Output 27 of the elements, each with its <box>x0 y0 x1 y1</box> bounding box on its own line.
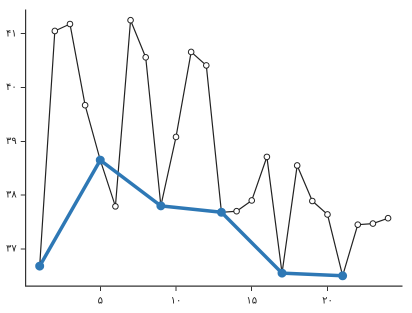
point <box>294 162 300 169</box>
point <box>264 154 270 160</box>
point <box>384 214 392 222</box>
x-tick-label: ۱۵ <box>246 296 258 307</box>
y-tick-label: ۳۹ <box>6 136 17 147</box>
point <box>233 208 240 215</box>
point <box>172 134 180 140</box>
x-tick-label: ۲۰ <box>322 296 333 307</box>
point <box>82 102 88 109</box>
point <box>354 221 362 228</box>
y-tick-label: ۴۱ <box>6 28 17 40</box>
point <box>203 62 210 69</box>
point <box>309 198 316 204</box>
point <box>324 211 331 218</box>
point <box>188 48 194 56</box>
point <box>248 197 256 204</box>
point <box>127 16 134 24</box>
x-tick-label: ۱۰ <box>170 296 182 307</box>
y-tick-label: ۳۷ <box>6 243 18 254</box>
point <box>66 20 74 28</box>
point <box>370 220 376 227</box>
y-tick-label: ۴۰ <box>6 82 17 94</box>
y-tick-label: ۳۸ <box>6 190 18 201</box>
point <box>112 203 119 210</box>
point <box>142 54 150 61</box>
point <box>52 28 58 34</box>
x-tick-label: ۵ <box>98 296 103 307</box>
